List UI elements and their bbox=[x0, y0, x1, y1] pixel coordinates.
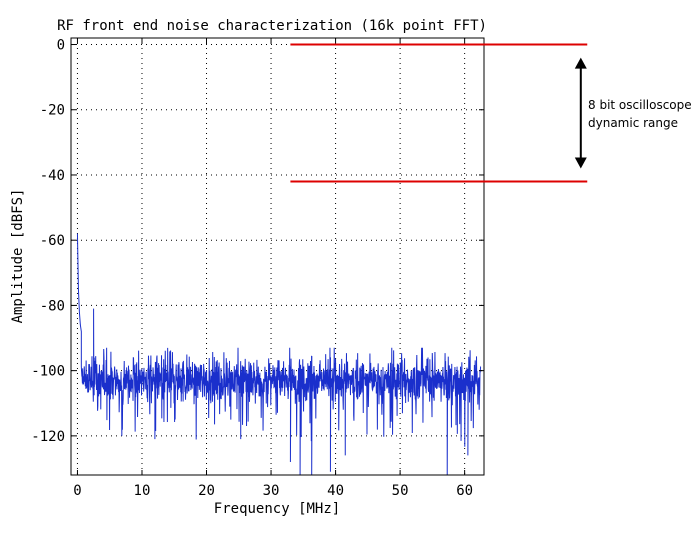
y-tick-label: 0 bbox=[57, 38, 65, 54]
x-tick-label: 60 bbox=[456, 483, 473, 499]
y-tick-label: -80 bbox=[40, 298, 65, 314]
series-group bbox=[76, 233, 482, 476]
ticks: 0 10 20 30 40 50 60 0 -20 -40 -60 -80 -100 -120 bbox=[31, 38, 484, 499]
range-arrow-head-bottom bbox=[574, 157, 587, 169]
x-tick-label: 0 bbox=[73, 483, 81, 499]
y-axis-label: Amplitude [dBFS] bbox=[10, 189, 26, 324]
chart-title: RF front end noise characterization (16k… bbox=[57, 18, 487, 34]
y-tick-label: -120 bbox=[31, 429, 65, 445]
x-tick-label: 10 bbox=[134, 483, 151, 499]
range-arrow-head-top bbox=[574, 57, 587, 69]
x-tick-label: 20 bbox=[198, 483, 215, 499]
x-tick-label: 30 bbox=[263, 483, 280, 499]
annotations bbox=[290, 43, 588, 183]
series-line bbox=[76, 233, 482, 476]
y-tick-label: -20 bbox=[40, 103, 65, 119]
y-tick-label: -100 bbox=[31, 364, 65, 380]
y-tick-label: -60 bbox=[40, 233, 65, 249]
y-tick-label: -40 bbox=[40, 168, 65, 184]
annotation-text-line1: 8 bit oscilloscope bbox=[588, 98, 692, 112]
plot-frame bbox=[70, 37, 485, 476]
x-tick-label: 50 bbox=[392, 483, 409, 499]
x-tick-label: 40 bbox=[327, 483, 344, 499]
annotation-text-line2: dynamic range bbox=[588, 116, 678, 130]
x-axis-label: Frequency [MHz] bbox=[214, 501, 340, 517]
